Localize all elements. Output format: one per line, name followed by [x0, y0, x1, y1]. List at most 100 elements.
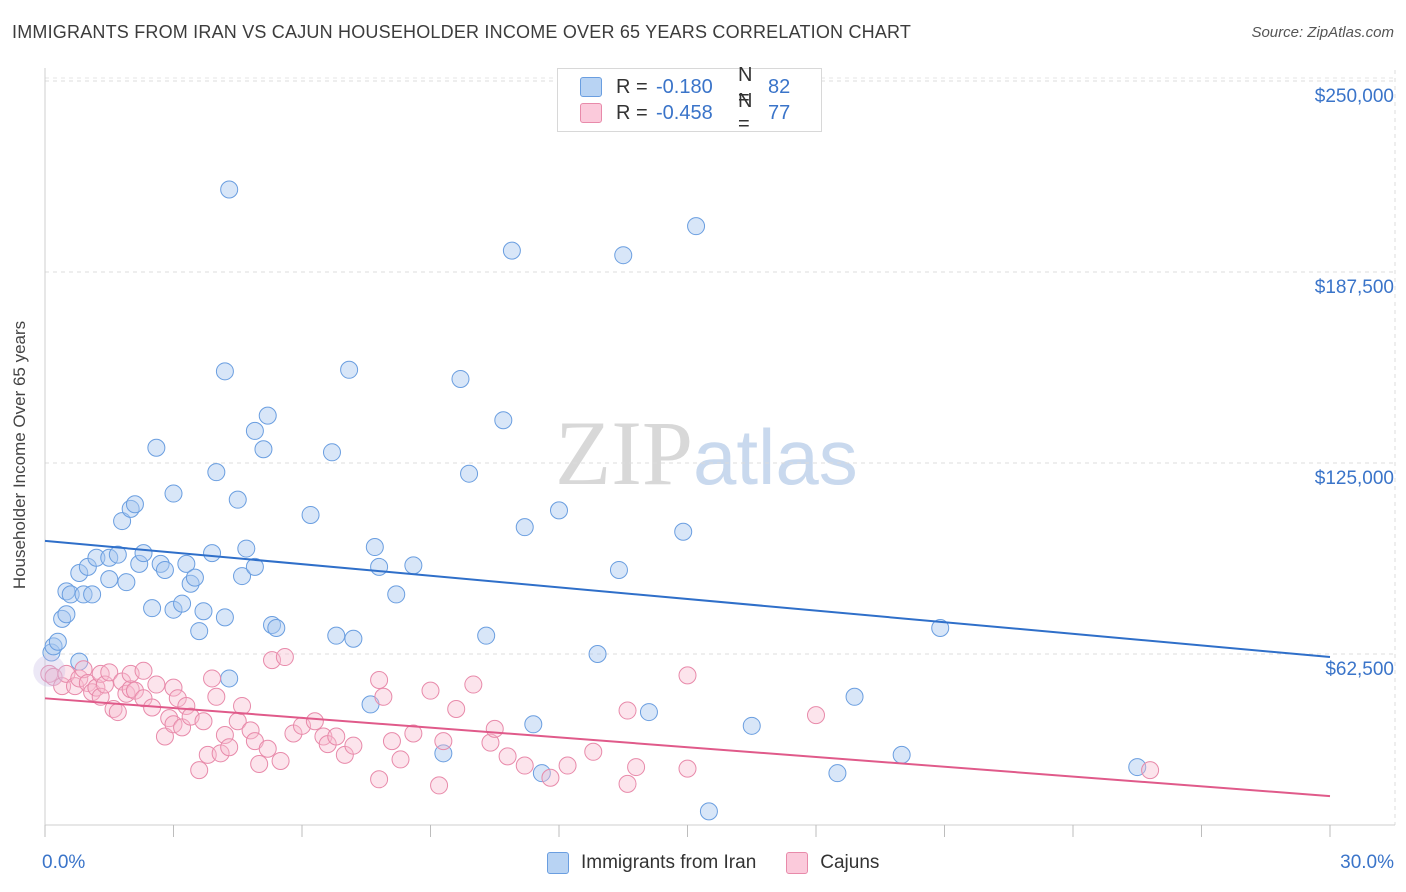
point-iran — [588, 645, 607, 663]
point-cajun — [421, 681, 440, 700]
point-cajun — [155, 727, 174, 746]
point-iran — [301, 505, 320, 524]
point-iran — [173, 594, 192, 613]
point-iran — [639, 703, 658, 722]
point-cajun — [220, 738, 239, 757]
point-cajun — [74, 660, 93, 679]
n-label: N = — [738, 64, 753, 109]
point-cajun — [374, 687, 393, 706]
point-iran — [61, 585, 80, 604]
point-cajun — [198, 745, 217, 764]
point-cajun — [164, 678, 183, 697]
r-label: R = — [616, 101, 648, 124]
stats-row-iran: R = -0.180 N = 82 — [580, 64, 790, 109]
n-value: 77 — [768, 101, 791, 124]
point-iran — [931, 619, 950, 638]
point-iran — [245, 557, 264, 576]
point-iran — [113, 512, 132, 531]
point-iran — [699, 802, 718, 821]
point-cajun — [327, 727, 346, 746]
point-cajun — [190, 761, 209, 780]
point-iran — [177, 554, 196, 573]
point-cajun — [305, 712, 324, 731]
point-iran — [228, 490, 247, 509]
point-cajun — [558, 756, 577, 775]
point-cajun — [391, 750, 410, 769]
axes — [44, 68, 1395, 837]
point-cajun — [464, 675, 483, 694]
point-iran — [125, 495, 144, 514]
point-iran — [117, 573, 136, 592]
point-iran — [387, 585, 406, 604]
point-iran — [237, 539, 256, 558]
legend-swatch-cajun — [786, 852, 809, 874]
point-cajun — [370, 770, 389, 789]
legend-item-cajun[interactable]: Cajuns — [786, 852, 879, 874]
point-cajun — [250, 755, 269, 774]
point-cajun — [233, 696, 252, 715]
point-iran — [130, 554, 149, 573]
y-tick-250000: $250,000 — [1314, 86, 1394, 107]
legend-label-iran: Immigrants from Iran — [581, 852, 757, 873]
point-iran — [190, 622, 209, 641]
source-label: Source: ZipAtlas.com — [1251, 24, 1394, 41]
legend-item-iran[interactable]: Immigrants from Iran — [547, 852, 756, 874]
point-iran — [340, 360, 359, 379]
point-cajun — [618, 774, 637, 793]
point-iran — [164, 484, 183, 503]
point-iran — [742, 716, 761, 735]
point-iran — [828, 764, 847, 783]
point-iran — [550, 501, 568, 520]
x-tick-min: 0.0% — [42, 852, 86, 873]
point-cajun — [678, 759, 697, 778]
point-iran — [502, 241, 521, 260]
point-cajun — [485, 719, 504, 738]
watermark-zip: ZIP — [555, 402, 693, 504]
r-value: -0.180 — [656, 75, 713, 98]
point-iran — [203, 544, 222, 563]
trend-lines — [44, 539, 1331, 798]
point-iran — [674, 522, 693, 541]
point-cajun — [1141, 761, 1160, 780]
point-iran — [515, 518, 534, 537]
point-iran — [614, 246, 633, 265]
point-cajun — [100, 663, 119, 682]
point-cajun — [258, 739, 277, 758]
point-iran — [404, 556, 423, 575]
series-legend: Immigrants from Iran Cajuns — [547, 852, 909, 874]
y-tick-62500: $62,500 — [1325, 659, 1394, 680]
point-cajun — [515, 756, 534, 775]
point-iran — [48, 632, 67, 651]
point-iran — [451, 369, 470, 388]
point-iran — [134, 544, 153, 563]
point-cajun — [430, 776, 449, 795]
point-iran — [100, 570, 119, 589]
point-cajun — [241, 721, 260, 740]
point-cajun — [194, 712, 213, 731]
point-cajun — [434, 732, 453, 751]
point-cajun — [203, 669, 222, 688]
point-iran — [245, 421, 264, 440]
point-cajun — [678, 666, 697, 685]
point-iran — [147, 438, 166, 457]
point-iran — [892, 745, 911, 764]
watermark: ZIPatlas — [555, 400, 858, 506]
point-iran — [532, 764, 551, 783]
point-iran — [327, 626, 346, 645]
point-iran — [434, 744, 453, 763]
point-cajun — [404, 724, 423, 743]
point-iran — [267, 619, 286, 638]
watermark-atlas: atlas — [693, 413, 858, 501]
series-iran-points — [42, 180, 1147, 821]
point-cajun — [618, 701, 637, 720]
point-iran — [344, 629, 363, 648]
stats-legend: R = -0.180 N = 82 R = -0.458 N = 77 — [557, 64, 822, 135]
point-cajun — [70, 669, 89, 688]
trend-line-cajun — [44, 697, 1331, 798]
point-iran — [494, 411, 513, 430]
point-iran — [155, 560, 174, 579]
point-iran — [233, 567, 252, 586]
legend-swatch-iran — [580, 77, 602, 97]
point-iran — [365, 538, 384, 557]
